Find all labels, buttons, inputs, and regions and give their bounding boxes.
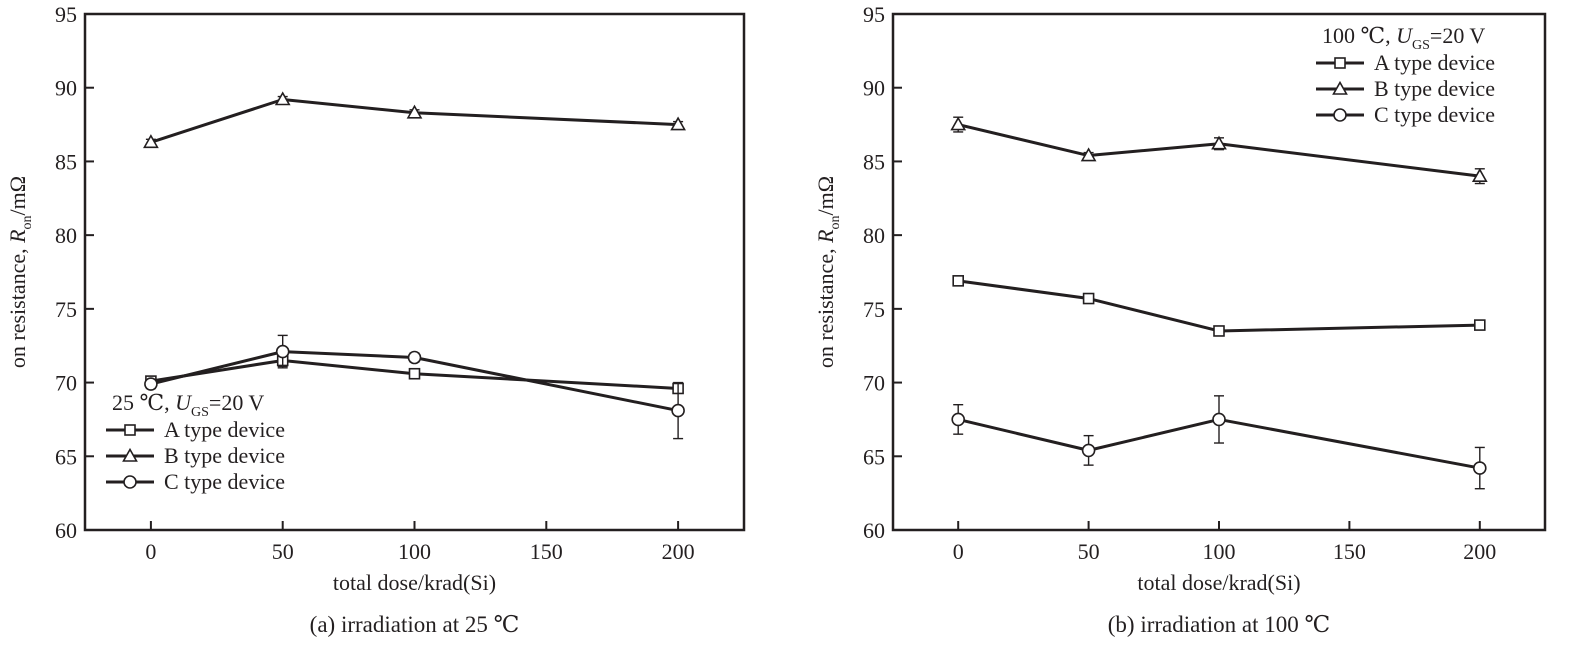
y-tick-label: 75 <box>863 297 885 322</box>
legend-marker-circle <box>1333 108 1347 122</box>
y-tick-label: 60 <box>863 518 885 543</box>
series-line <box>957 417 1481 470</box>
data-point <box>275 344 290 359</box>
series-line <box>150 358 679 390</box>
x-tick-label: 150 <box>1333 539 1366 564</box>
y-axis-label: on resistance, Ron/mΩ <box>813 176 843 368</box>
data-point <box>1474 319 1486 331</box>
y-tick-label: 70 <box>863 371 885 396</box>
chart-panel-a: 60 65 70 75 80 85 90 95 0 50 100 150 200 total dose/k… <box>5 2 746 637</box>
legend-condition: 100 ℃, UGS=20 V <box>1322 23 1485 53</box>
y-tick-label: 80 <box>863 223 885 248</box>
series-triangle <box>950 116 1488 185</box>
series-line <box>150 98 679 144</box>
y-tick-label: 70 <box>55 371 77 396</box>
x-tick-label: 150 <box>530 539 563 564</box>
legend-label: B type device <box>164 443 285 468</box>
y-tick-label: 65 <box>863 444 885 469</box>
data-point <box>1473 461 1487 475</box>
x-tick-label: 100 <box>1203 539 1236 564</box>
data-point <box>406 104 423 119</box>
data-point <box>143 134 159 149</box>
data-point <box>670 116 686 131</box>
y-tick-label: 90 <box>863 76 885 101</box>
legend-marker-square <box>124 424 136 436</box>
x-tick-label: 200 <box>662 539 695 564</box>
legend-label: B type device <box>1374 76 1495 101</box>
legend-marker-triangle <box>1332 80 1348 95</box>
x-tick-label: 0 <box>145 539 156 564</box>
x-tick-label: 100 <box>398 539 431 564</box>
y-tick-label: 80 <box>55 223 77 248</box>
data-point <box>274 91 291 106</box>
x-axis-label: total dose/krad(Si) <box>1137 570 1300 595</box>
legend-label: A type device <box>1374 50 1495 75</box>
y-tick-label: 75 <box>55 297 77 322</box>
series-circle <box>951 395 1487 490</box>
legend-marker-square <box>1334 57 1346 69</box>
legend-condition: 25 ℃, UGS=20 V <box>112 390 264 420</box>
legend-marker-circle <box>123 475 137 489</box>
data-point <box>1213 325 1225 337</box>
y-axis-label: on resistance, Ron/mΩ <box>5 176 35 368</box>
series-triangle <box>143 91 686 149</box>
figure-caption: (b) irradiation at 100 ℃ <box>1108 612 1330 637</box>
y-tick-label: 60 <box>55 518 77 543</box>
y-tick-label: 65 <box>55 444 77 469</box>
data-point <box>144 377 158 391</box>
x-tick-label: 200 <box>1463 539 1496 564</box>
data-point <box>1082 292 1095 305</box>
data-point <box>1212 412 1226 427</box>
x-tick-label: 50 <box>1078 539 1100 564</box>
x-tick-label: 50 <box>272 539 294 564</box>
data-point <box>671 403 685 418</box>
data-point <box>407 350 422 365</box>
figure-caption: (a) irradiation at 25 ℃ <box>310 612 520 637</box>
data-point <box>1471 168 1488 182</box>
legend-label: C type device <box>1374 102 1495 127</box>
series-line <box>957 123 1480 178</box>
legend-marker-triangle <box>122 447 138 462</box>
y-tick-label: 85 <box>55 149 77 174</box>
data-point <box>408 367 421 380</box>
series-circle <box>144 334 685 440</box>
data-point <box>951 412 966 427</box>
y-tick-label: 95 <box>55 2 77 27</box>
data-point <box>952 275 965 287</box>
series-square <box>952 275 1486 337</box>
y-tick-label: 90 <box>55 76 77 101</box>
series-line <box>150 350 679 413</box>
data-point <box>950 116 967 131</box>
y-tick-label: 95 <box>863 2 885 27</box>
data-point <box>1081 443 1096 458</box>
data-point <box>1211 135 1227 150</box>
series-line <box>957 279 1480 333</box>
x-tick-label: 0 <box>953 539 964 564</box>
data-point <box>1080 147 1097 162</box>
legend-label: A type device <box>164 417 285 442</box>
legend-label: C type device <box>164 469 285 494</box>
x-axis-label: total dose/krad(Si) <box>333 570 496 595</box>
chart-panel-b: 60 65 70 75 80 85 90 95 0 50 100 150 200 total dose/k… <box>813 2 1547 637</box>
y-tick-label: 85 <box>863 149 885 174</box>
